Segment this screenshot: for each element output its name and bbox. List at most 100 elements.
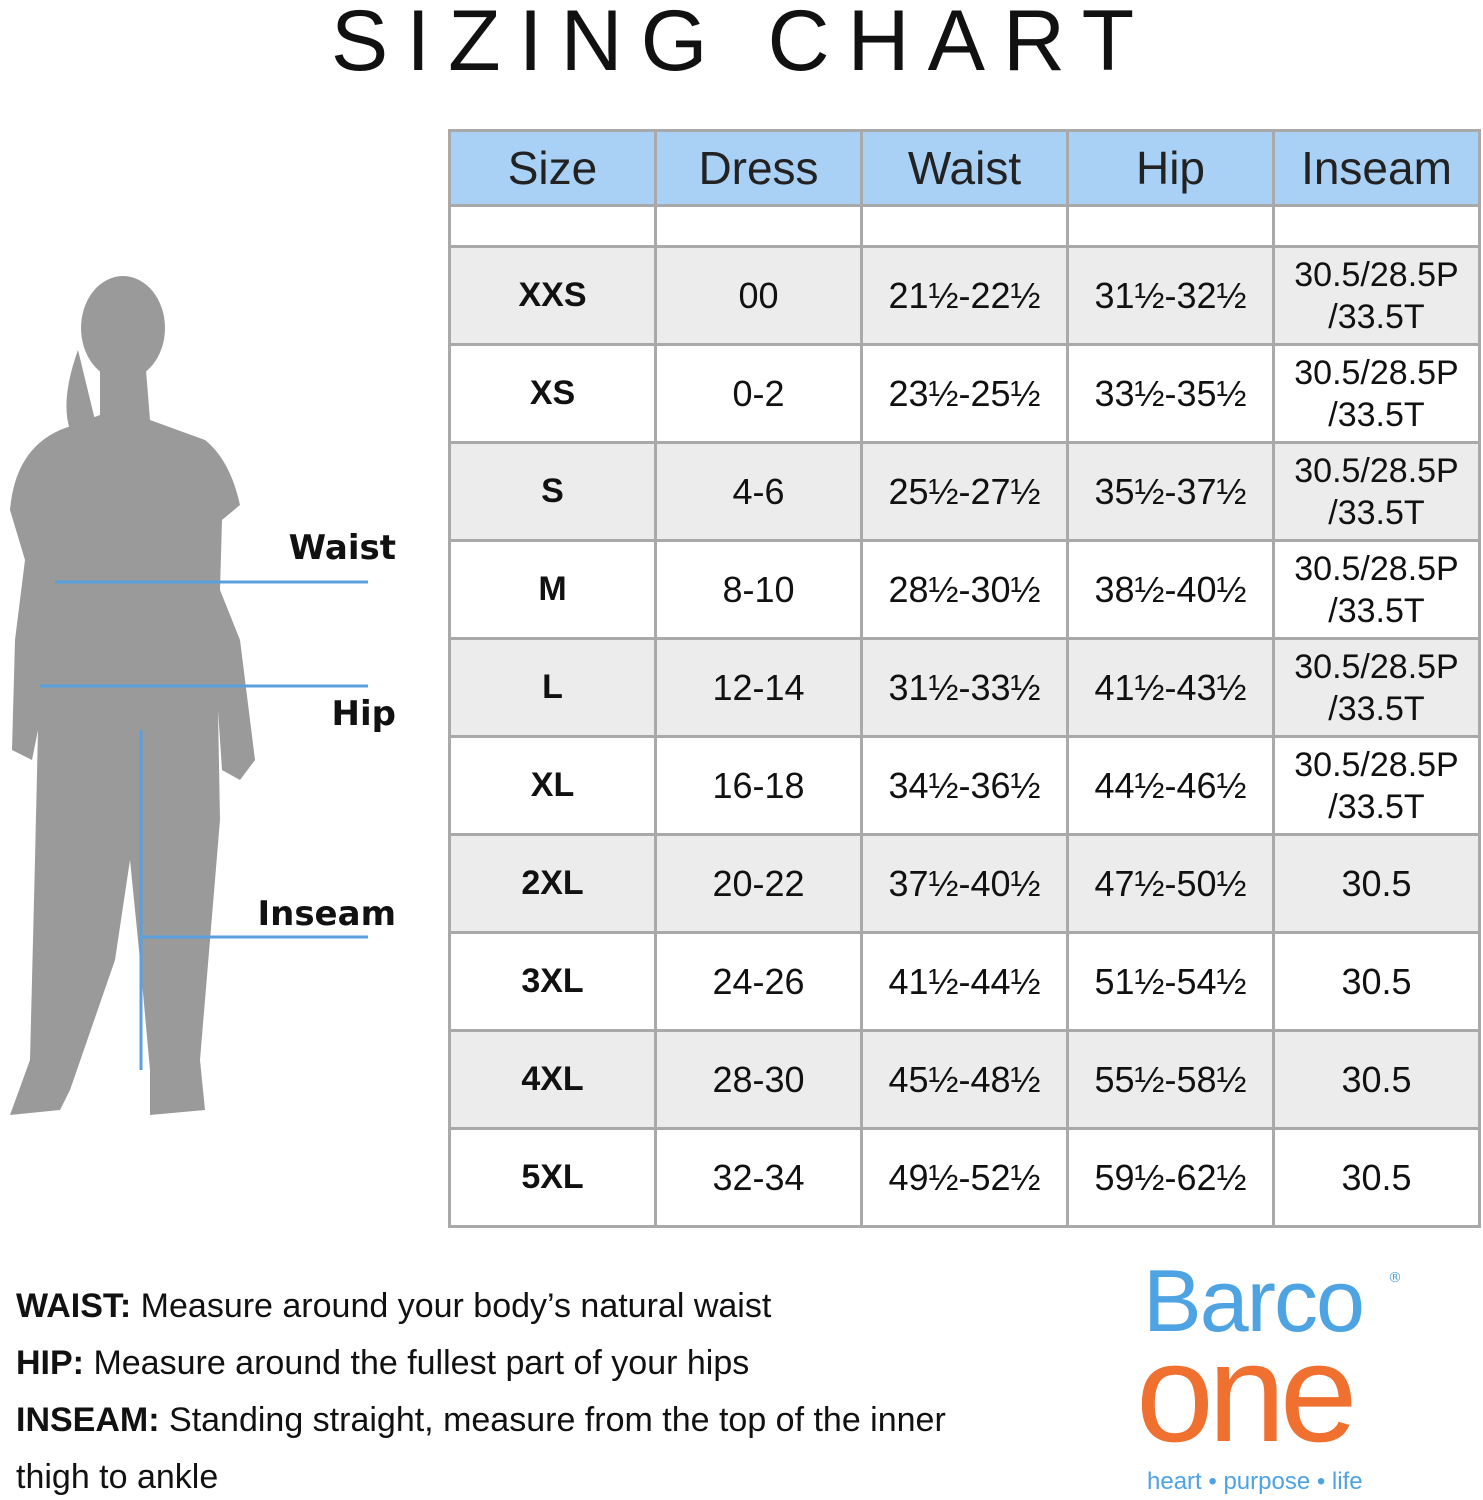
cell-line: /33.5T [1328,493,1425,532]
cell-line: 30.5/28.5P [1294,549,1459,588]
row: M 8-10 28½-30½ 38½-40½ 30.5/28.5P/33.5T [448,539,1481,640]
header-cell: Size [448,129,657,207]
cell-line: /33.5T [1328,689,1425,728]
cell: 20-22 [654,833,863,934]
cell: 45½-48½ [860,1029,1069,1130]
cell [654,204,863,248]
header-cell: Dress [654,129,863,207]
cell: 30.5/28.5P/33.5T [1272,245,1481,346]
cell: 38½-40½ [1066,539,1275,640]
row: XS 0-2 23½-25½ 33½-35½ 30.5/28.5P/33.5T [448,343,1481,444]
row: S 4-6 25½-27½ 35½-37½ 30.5/28.5P/33.5T [448,441,1481,542]
cell: 41½-43½ [1066,637,1275,738]
cell: 47½-50½ [1066,833,1275,934]
cell: 44½-46½ [1066,735,1275,836]
size-cell: S [448,441,657,542]
silhouette [10,276,368,1115]
logo-tagline: heart • purpose • life [1147,1468,1363,1495]
cell: 51½-54½ [1066,931,1275,1032]
size-cell: 4XL [448,1029,657,1130]
note: INSEAM: Standing straight, measure from … [16,1392,951,1500]
cell: 35½-37½ [1066,441,1275,542]
size-cell: 3XL [448,931,657,1032]
cell: 30.5/28.5P/33.5T [1272,735,1481,836]
hip-label: Hip [331,694,396,734]
cell: 30.5 [1272,833,1481,934]
size-cell: L [448,637,657,738]
cell: 0-2 [654,343,863,444]
size-cell: 5XL [448,1127,657,1228]
cell: 31½-33½ [860,637,1069,738]
note-label: INSEAM: [16,1401,160,1439]
row: 3XL 24-26 41½-44½ 51½-54½ 30.5 [448,931,1481,1032]
waist-label: Waist [288,528,396,568]
cell: 30.5 [1272,931,1481,1032]
cell: 00 [654,245,863,346]
cell: 24-26 [654,931,863,1032]
row: XL 16-18 34½-36½ 44½-46½ 30.5/28.5P/33.5T [448,735,1481,836]
table-body: Size Dress Waist Hip Inseam XXS 00 21½-22½ 31½-… [448,129,1481,1228]
notes: WAIST: Measure around your body’s natura… [16,1278,951,1500]
cell: 12-14 [654,637,863,738]
cell: 55½-58½ [1066,1029,1275,1130]
cell-line: /33.5T [1328,787,1425,826]
header-cell: Waist [860,129,1069,207]
size-table: Size Dress Waist Hip Inseam XXS 00 21½-22½ 31½-… [448,129,1481,1228]
note-text: Standing straight, measure from the top … [16,1401,946,1496]
note-label: WAIST: [16,1287,132,1325]
cell [1066,204,1275,248]
logo-sub: one [1136,1314,1358,1471]
cell: 31½-32½ [1066,245,1275,346]
cell-line: 30.5/28.5P [1294,647,1459,686]
cell: 59½-62½ [1066,1127,1275,1228]
cell-line: /33.5T [1328,591,1425,630]
cell: 41½-44½ [860,931,1069,1032]
cell-line: 30.5/28.5P [1294,451,1459,490]
logo-brand: Barco [1143,1251,1365,1350]
row: XXS 00 21½-22½ 31½-32½ 30.5/28.5P/33.5T [448,245,1481,346]
cell: 33½-35½ [1066,343,1275,444]
cell: 49½-52½ [860,1127,1069,1228]
cell: 25½-27½ [860,441,1069,542]
note: WAIST: Measure around your body’s natura… [16,1278,951,1335]
cell: 37½-40½ [860,833,1069,934]
cell: 23½-25½ [860,343,1069,444]
size-cell: XXS [448,245,657,346]
size-cell: XL [448,735,657,836]
note-text: Measure around the fullest part of your … [93,1344,750,1382]
cell: 16-18 [654,735,863,836]
row: L 12-14 31½-33½ 41½-43½ 30.5/28.5P/33.5T [448,637,1481,738]
inseam-label: Inseam [257,894,396,934]
cell: 30.5/28.5P/33.5T [1272,441,1481,542]
cell: 30.5/28.5P/33.5T [1272,539,1481,640]
cell-line: 30.5/28.5P [1294,745,1459,784]
note-label: HIP: [16,1344,84,1382]
header-row: Size Dress Waist Hip Inseam [448,129,1481,207]
title: SIZING CHART [330,0,1153,89]
cell-line: /33.5T [1328,297,1425,336]
cell: 28½-30½ [860,539,1069,640]
row: 4XL 28-30 45½-48½ 55½-58½ 30.5 [448,1029,1481,1130]
size-cell: M [448,539,657,640]
cell-line: 30.5/28.5P [1294,353,1459,392]
cell: 21½-22½ [860,245,1069,346]
size-cell: XS [448,343,657,444]
cell: 4-6 [654,441,863,542]
row: 2XL 20-22 37½-40½ 47½-50½ 30.5 [448,833,1481,934]
cell: 30.5 [1272,1029,1481,1130]
cell: 30.5 [1272,1127,1481,1228]
note-text: Measure around your body’s natural waist [140,1287,772,1325]
logo-mark: ® [1388,1270,1402,1286]
cell: 8-10 [654,539,863,640]
row: 5XL 32-34 49½-52½ 59½-62½ 30.5 [448,1127,1481,1228]
header-cell: Inseam [1272,129,1481,207]
cell: 30.5/28.5P/33.5T [1272,343,1481,444]
cell [1272,204,1481,248]
cell: 30.5/28.5P/33.5T [1272,637,1481,738]
cell [860,204,1069,248]
cell [448,204,657,248]
size-cell: 2XL [448,833,657,934]
